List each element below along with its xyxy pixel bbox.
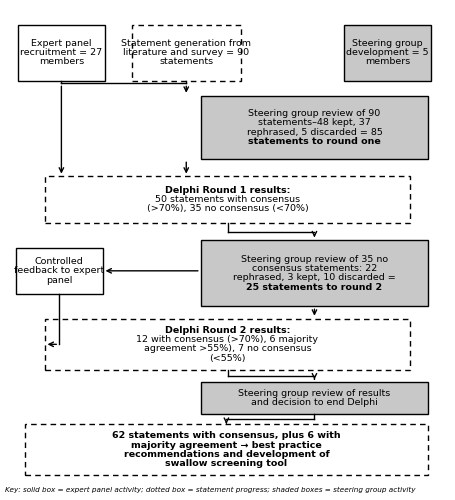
Text: statements: statements (159, 58, 213, 66)
Text: members: members (39, 58, 84, 66)
Text: (<55%): (<55%) (209, 354, 246, 362)
Text: 25 statements to round 2: 25 statements to round 2 (247, 282, 383, 292)
Text: agreement >55%), 7 no consensus: agreement >55%), 7 no consensus (144, 344, 311, 354)
Text: Controlled: Controlled (35, 257, 84, 266)
Bar (15, 248, 103, 294)
Text: rephrased, 5 discarded = 85: rephrased, 5 discarded = 85 (247, 128, 382, 136)
Text: and decision to end Delphi: and decision to end Delphi (251, 398, 378, 407)
Text: panel: panel (46, 276, 72, 284)
Bar (201, 240, 428, 306)
Text: Steering group review of results: Steering group review of results (238, 389, 390, 398)
Text: recruitment = 27: recruitment = 27 (20, 48, 102, 58)
Text: development = 5: development = 5 (347, 48, 429, 58)
Text: feedback to expert: feedback to expert (14, 266, 104, 276)
Text: Expert panel: Expert panel (31, 39, 91, 48)
Bar (45, 176, 410, 223)
Text: 62 statements with consensus, plus 6 with: 62 statements with consensus, plus 6 wit… (112, 432, 341, 440)
Text: Delphi Round 2 results:: Delphi Round 2 results: (165, 326, 290, 335)
Text: Steering group review of 35 no: Steering group review of 35 no (241, 255, 388, 264)
Bar (201, 96, 428, 160)
Text: Key: solid box = expert panel activity; dotted box = statement progress; shaded : Key: solid box = expert panel activity; … (5, 486, 415, 492)
Bar (25, 424, 428, 476)
Text: statements–48 kept, 37: statements–48 kept, 37 (258, 118, 371, 128)
Text: members: members (365, 58, 410, 66)
Text: Delphi Round 1 results:: Delphi Round 1 results: (165, 186, 290, 195)
Text: Steering group: Steering group (353, 39, 423, 48)
Text: (>70%), 35 no consensus (<70%): (>70%), 35 no consensus (<70%) (147, 204, 308, 214)
Text: swallow screening tool: swallow screening tool (165, 459, 288, 468)
Text: consensus statements: 22: consensus statements: 22 (252, 264, 377, 273)
Text: recommendations and development of: recommendations and development of (123, 450, 329, 459)
Text: rephrased, 3 kept, 10 discarded =: rephrased, 3 kept, 10 discarded = (233, 274, 396, 282)
Bar (131, 24, 241, 81)
Bar (45, 318, 410, 370)
Text: Statement generation from: Statement generation from (121, 39, 251, 48)
Text: statements to round one: statements to round one (248, 137, 381, 146)
Text: Steering group review of 90: Steering group review of 90 (248, 109, 380, 118)
Bar (201, 382, 428, 414)
Text: literature and survey = 90: literature and survey = 90 (123, 48, 249, 58)
Bar (344, 24, 431, 81)
Bar (18, 24, 105, 81)
Text: 12 with consensus (>70%), 6 majority: 12 with consensus (>70%), 6 majority (136, 335, 318, 344)
Text: majority agreement → best practice: majority agreement → best practice (131, 440, 322, 450)
Text: 50 statements with consensus: 50 statements with consensus (155, 196, 300, 204)
